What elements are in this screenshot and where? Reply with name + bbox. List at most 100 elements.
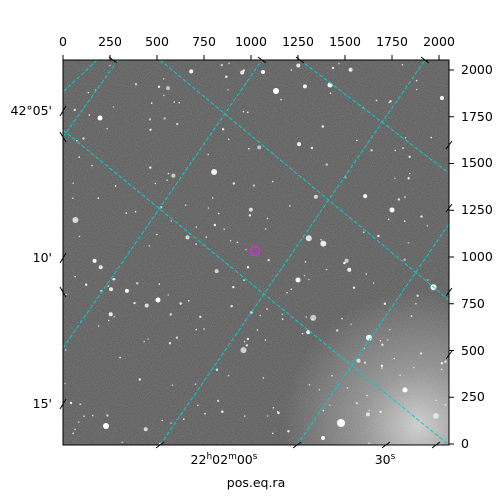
star — [387, 218, 390, 221]
star — [306, 330, 311, 335]
star — [363, 231, 365, 233]
star — [310, 146, 314, 150]
star — [168, 342, 172, 345]
star — [301, 332, 304, 335]
star — [227, 88, 229, 91]
star — [77, 421, 80, 424]
star — [280, 98, 282, 101]
star — [232, 182, 235, 185]
star — [64, 382, 66, 385]
star — [65, 293, 67, 296]
star — [444, 360, 447, 363]
star — [242, 69, 245, 72]
right-tick-label: 0 — [461, 435, 469, 451]
star — [379, 410, 382, 414]
star — [213, 223, 216, 227]
star — [380, 364, 384, 367]
right-tick-label: 1500 — [461, 154, 493, 170]
star — [440, 362, 444, 365]
bottom-tick-label: 30s — [374, 452, 396, 468]
star — [114, 185, 117, 187]
star — [225, 75, 228, 79]
star — [236, 241, 239, 244]
star — [228, 138, 230, 141]
star — [167, 172, 170, 175]
star — [163, 117, 166, 120]
star — [381, 343, 384, 346]
plot-frame — [62, 59, 450, 446]
star — [344, 258, 349, 263]
star — [350, 323, 352, 326]
star — [240, 347, 247, 354]
star — [78, 235, 81, 238]
bottom-tick-label: 22h02m00s — [190, 452, 258, 468]
star — [352, 286, 356, 289]
star — [413, 366, 415, 369]
star — [341, 317, 343, 320]
star — [272, 407, 275, 409]
star — [321, 125, 324, 128]
star — [404, 136, 407, 139]
star — [91, 164, 93, 167]
star — [338, 62, 340, 65]
bright-star — [321, 436, 325, 440]
star — [356, 358, 361, 363]
star — [248, 207, 253, 212]
star — [271, 180, 274, 183]
star — [375, 99, 378, 102]
star — [72, 197, 74, 199]
star — [370, 149, 373, 152]
star — [72, 217, 79, 223]
star — [215, 368, 219, 371]
star — [217, 212, 220, 215]
star — [143, 427, 148, 432]
star — [106, 414, 109, 417]
star — [243, 279, 245, 282]
star — [399, 374, 401, 377]
star — [266, 415, 269, 417]
star — [106, 127, 108, 130]
star — [430, 136, 433, 139]
star — [331, 374, 333, 377]
star — [419, 352, 423, 355]
star — [232, 286, 235, 289]
star — [170, 220, 173, 222]
star — [109, 287, 113, 292]
star — [325, 163, 328, 166]
star — [121, 441, 123, 444]
star — [149, 166, 152, 169]
star — [408, 172, 411, 175]
star — [134, 83, 138, 86]
bottom-tick — [431, 441, 441, 449]
star — [388, 101, 391, 104]
top-tick-label: 750 — [192, 34, 216, 49]
star — [290, 288, 293, 291]
star — [69, 401, 73, 405]
star — [394, 177, 396, 180]
star — [322, 409, 325, 412]
star — [397, 198, 401, 201]
star — [320, 239, 322, 241]
star — [365, 412, 370, 417]
star — [336, 329, 339, 332]
star — [363, 194, 368, 199]
star — [426, 225, 429, 227]
star — [72, 182, 74, 185]
star — [248, 214, 252, 217]
top-tick-label: 1000 — [235, 34, 267, 49]
star — [318, 388, 321, 391]
right-wcs-tick — [445, 140, 453, 150]
star — [74, 275, 76, 278]
star — [257, 145, 262, 150]
star — [444, 404, 447, 406]
star — [415, 302, 417, 305]
star — [138, 378, 141, 381]
star — [74, 428, 76, 431]
sky-image — [63, 60, 449, 445]
star — [171, 384, 174, 386]
coordinate-grid — [63, 60, 449, 445]
star — [290, 69, 293, 71]
star — [183, 418, 185, 421]
star — [163, 94, 165, 97]
